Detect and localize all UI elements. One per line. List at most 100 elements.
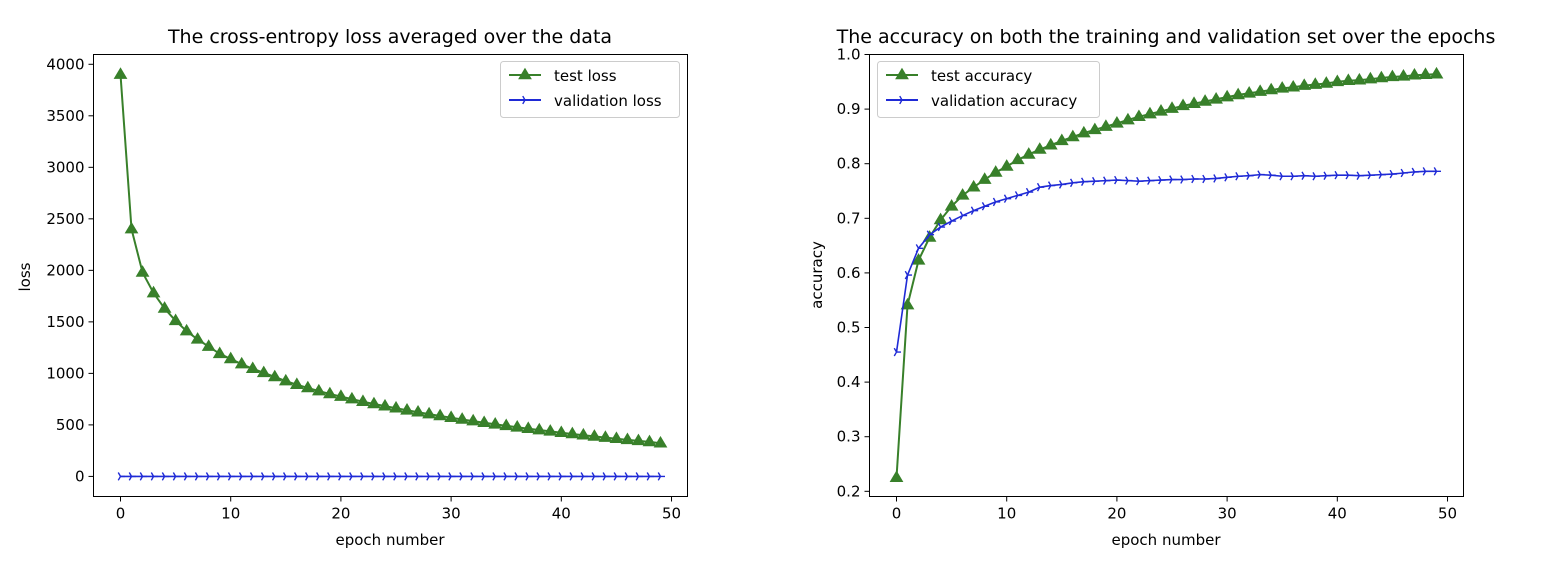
test-accuracy-point [1231, 87, 1246, 100]
validation-loss-point [492, 472, 500, 481]
test-loss-point [554, 425, 569, 438]
validation-accuracy-point [904, 270, 913, 280]
x-tick-label: 50 [1438, 505, 1457, 523]
validation-accuracy-line [895, 170, 1437, 353]
test-accuracy-point [1043, 137, 1058, 150]
test-accuracy-point [1264, 82, 1279, 95]
validation-loss-point [536, 472, 544, 481]
validation-accuracy-point [1323, 171, 1331, 180]
test-loss-point [323, 386, 337, 399]
test-accuracy-point [1385, 69, 1400, 82]
test-loss-point [201, 339, 216, 351]
loss-legend-label-test: test loss [554, 67, 617, 85]
accuracy-legend-label-test: test accuracy [931, 67, 1032, 85]
x-tick-label: 10 [997, 505, 1016, 523]
y-tick-label: 0.3 [837, 428, 861, 446]
loss-legend-symbol-test [509, 67, 541, 80]
validation-loss-point [205, 472, 214, 481]
validation-accuracy-point [1080, 177, 1089, 186]
validation-accuracy-point [1246, 171, 1254, 180]
validation-accuracy-point [1191, 174, 1199, 184]
validation-loss-point [150, 472, 159, 481]
loss-legend-label-validation: validation loss [554, 92, 662, 110]
validation-accuracy-point [1125, 176, 1133, 185]
validation-loss-point [139, 472, 148, 481]
accuracy-chart-xticks: 0 10 20 30 40 50 [892, 496, 1457, 523]
y-tick-label: 0.8 [837, 155, 861, 173]
validation-accuracy-point [1356, 171, 1364, 180]
validation-accuracy-point [1158, 175, 1166, 185]
test-loss-point [267, 369, 282, 382]
validation-loss-point [624, 472, 632, 481]
x-tick-label: 30 [442, 505, 461, 523]
validation-loss-point [591, 472, 599, 481]
test-loss-point [345, 391, 359, 404]
test-accuracy-point [1054, 133, 1069, 146]
test-loss-point [587, 429, 602, 441]
y-tick-label: 1500 [46, 313, 84, 331]
validation-loss-point [316, 472, 324, 481]
validation-loss-point [613, 472, 621, 481]
test-accuracy-point [1418, 67, 1433, 80]
test-loss-point [190, 332, 205, 344]
loss-chart-title: The cross-entropy loss averaged over the… [167, 26, 612, 48]
test-loss-point [124, 221, 139, 234]
test-loss-point [356, 394, 370, 407]
loss-legend-symbol-validation [509, 95, 541, 105]
test-accuracy-point [999, 159, 1014, 171]
test-loss-point [642, 434, 657, 447]
accuracy-legend-symbol-validation [886, 95, 918, 105]
test-accuracy-line [895, 73, 1437, 478]
validation-loss-point [249, 472, 258, 481]
validation-accuracy-point [1180, 175, 1188, 184]
test-loss-point [543, 424, 558, 436]
accuracy-chart-xlabel: epoch number [1112, 531, 1222, 549]
validation-loss-point [216, 472, 225, 481]
validation-loss-point [338, 472, 346, 481]
validation-accuracy-point [1334, 170, 1342, 180]
validation-loss-point [382, 472, 390, 481]
validation-accuracy-point [1224, 173, 1232, 182]
validation-accuracy-point [1345, 170, 1353, 180]
validation-loss-point [415, 472, 423, 481]
validation-loss-point [327, 472, 335, 481]
loss-chart-ylabel: loss [16, 262, 34, 291]
test-loss-point [653, 435, 668, 448]
test-loss-point [389, 400, 403, 413]
test-accuracy-point [1253, 84, 1268, 96]
test-loss-point [444, 410, 458, 422]
test-loss-point [168, 313, 183, 326]
test-accuracy-point [1154, 104, 1168, 116]
validation-loss-point [558, 472, 566, 481]
test-loss-point [135, 265, 150, 277]
accuracy-chart-legend: test accuracy validation accuracy [877, 61, 1100, 118]
test-loss-point [411, 404, 425, 417]
test-accuracy-point [1242, 85, 1257, 98]
validation-loss-point [227, 472, 236, 481]
test-accuracy-point [1087, 122, 1102, 135]
test-accuracy-point [988, 165, 1003, 177]
validation-loss-point [580, 472, 588, 481]
validation-accuracy-point [1411, 167, 1419, 177]
validation-loss-point [128, 472, 137, 481]
test-accuracy-point [1165, 101, 1179, 113]
y-tick-label: 1000 [46, 364, 84, 382]
validation-accuracy-point [1213, 174, 1221, 183]
test-loss-point [212, 346, 227, 359]
validation-accuracy-point [1025, 187, 1034, 197]
validation-accuracy-point [992, 197, 1001, 207]
validation-accuracy-point [1092, 176, 1100, 186]
loss-legend-box [500, 61, 680, 118]
accuracy-chart-series [889, 66, 1444, 482]
test-accuracy-point [1121, 112, 1135, 125]
test-accuracy-point [1132, 109, 1146, 122]
validation-loss-point [404, 472, 412, 481]
test-accuracy-point [1076, 125, 1091, 138]
test-loss-point [367, 396, 381, 409]
validation-loss-point [646, 472, 654, 481]
test-accuracy-point [1110, 116, 1124, 128]
test-loss-point [223, 351, 238, 364]
validation-loss-point [194, 472, 203, 481]
test-accuracy-point [1220, 89, 1234, 102]
